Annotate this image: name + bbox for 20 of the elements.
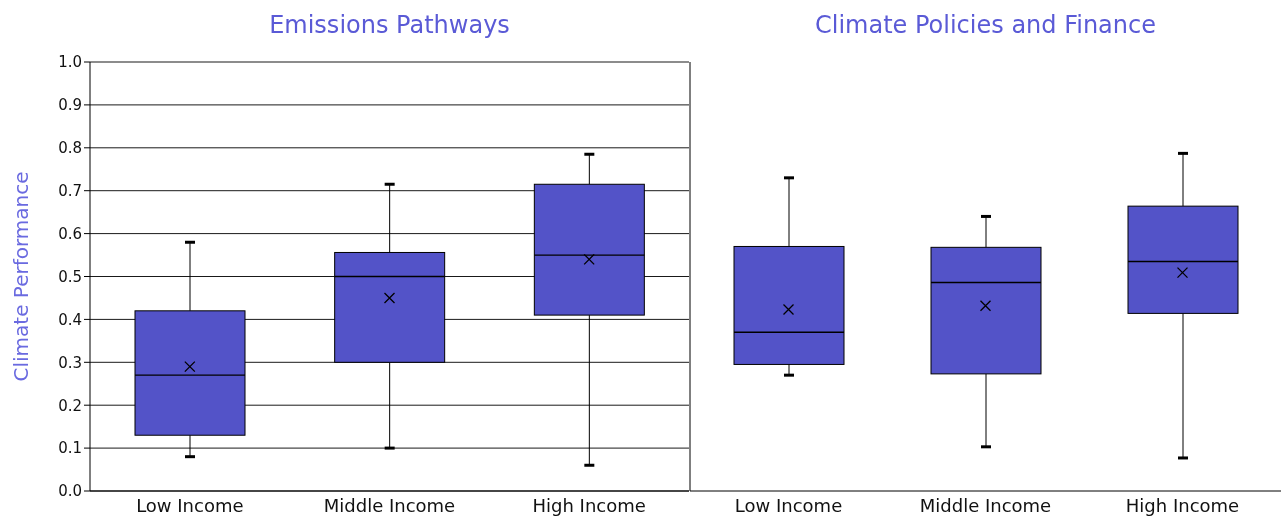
y-tick-label: 1.0 xyxy=(58,53,82,72)
y-tick-label: 0.9 xyxy=(58,96,82,115)
chart-title: Emissions Pathways xyxy=(268,10,511,41)
y-tick-label: 0.5 xyxy=(58,267,82,286)
y-tick-label: 0.3 xyxy=(58,353,82,372)
x-tick-label: High Income xyxy=(1125,494,1240,516)
y-tick-label: 0.7 xyxy=(58,182,82,201)
chart-title: Climate Policies and Finance xyxy=(814,10,1157,41)
x-tick-label: High Income xyxy=(532,494,646,516)
x-tick-label: Middle Income xyxy=(323,494,456,516)
x-tick-label: Low Income xyxy=(136,494,244,516)
y-tick-label: 0.4 xyxy=(58,310,82,329)
x-tick-label: Low Income xyxy=(734,494,843,516)
y-tick-label: 0.2 xyxy=(58,396,82,415)
y-tick-label: 0.8 xyxy=(58,139,82,158)
y-axis-title: Climate Performance xyxy=(9,171,34,382)
x-tick-label: Middle Income xyxy=(919,494,1052,516)
y-tick-label: 0.1 xyxy=(58,439,82,458)
y-tick-label: 0.0 xyxy=(58,482,82,501)
y-tick-label: 0.6 xyxy=(58,224,82,243)
